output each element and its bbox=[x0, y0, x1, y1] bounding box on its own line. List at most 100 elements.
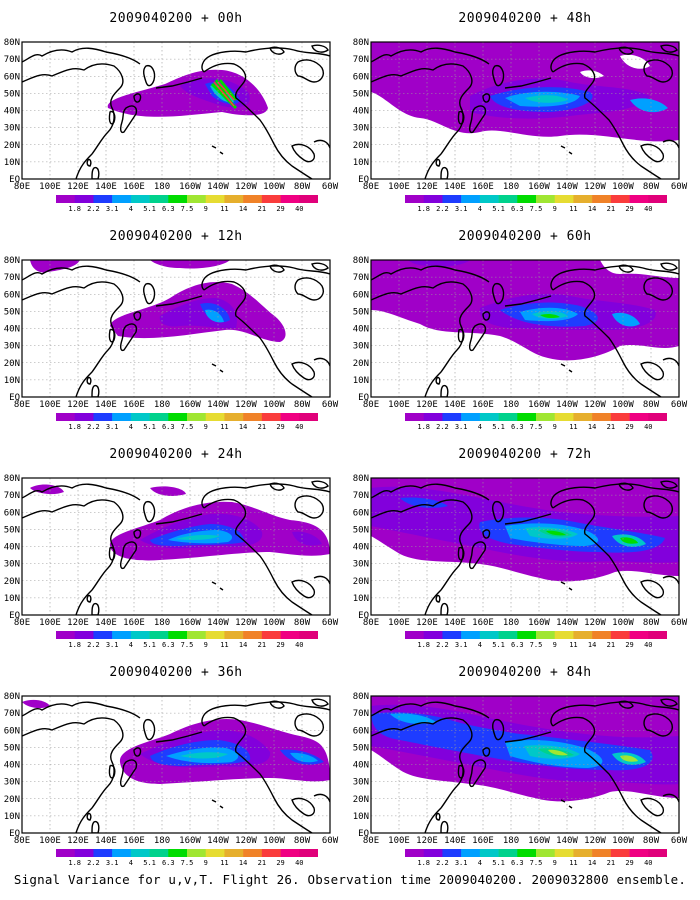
colorbar-label: 29 bbox=[625, 859, 633, 867]
coastlines bbox=[371, 698, 679, 833]
colorbar-swatch bbox=[112, 413, 132, 421]
lat-tick-label: EQ bbox=[9, 829, 20, 839]
lon-tick-label: 60W bbox=[322, 618, 339, 628]
lon-tick-label: 80W bbox=[643, 182, 660, 192]
colorbar-label: 9 bbox=[204, 859, 208, 867]
colorbar-label: 6.3 bbox=[162, 205, 175, 213]
panel-title: 2009040200 + 72h bbox=[458, 447, 591, 462]
lon-tick-label: 60W bbox=[322, 400, 339, 410]
colorbar-label: 4 bbox=[129, 859, 133, 867]
colorbar-label: 2.2 bbox=[436, 205, 449, 213]
lon-tick-label: 80E bbox=[363, 182, 379, 192]
colorbar-swatch bbox=[629, 413, 649, 421]
colorbar-swatch bbox=[517, 849, 537, 857]
colorbar-label: 5.1 bbox=[492, 641, 505, 649]
colorbar-swatch bbox=[112, 849, 132, 857]
colorbar-label: 29 bbox=[276, 205, 284, 213]
lat-tick-label: 50N bbox=[4, 89, 20, 99]
lat-tick-label: 60N bbox=[353, 290, 369, 300]
colorbar-swatch bbox=[168, 413, 188, 421]
lon-tick-label: 140E bbox=[444, 618, 466, 628]
lon-tick-label: 140W bbox=[207, 618, 229, 628]
lat-tick-label: 40N bbox=[4, 107, 20, 117]
lon-tick-label: 160W bbox=[528, 182, 550, 192]
colorbar-swatch bbox=[187, 631, 207, 639]
lat-tick-label: 10N bbox=[353, 812, 369, 822]
colorbar-label: 40 bbox=[295, 641, 303, 649]
lon-tick-label: 120E bbox=[416, 618, 438, 628]
colorbar-swatch bbox=[442, 195, 462, 203]
lon-tick-label: 120W bbox=[235, 836, 257, 846]
colorbar-swatch bbox=[187, 195, 207, 203]
colorbar-swatch bbox=[610, 195, 630, 203]
colorbar-label: 7.5 bbox=[181, 859, 194, 867]
lon-tick-label: 160E bbox=[123, 400, 145, 410]
colorbar-label: 3.1 bbox=[455, 205, 468, 213]
lat-tick-label: 70N bbox=[4, 273, 20, 283]
lon-tick-label: 120W bbox=[584, 400, 606, 410]
lon-tick-label: 160E bbox=[472, 836, 494, 846]
colorbar-label: 9 bbox=[204, 205, 208, 213]
colorbar-swatch bbox=[74, 631, 94, 639]
panel-48h: 2009040200 + 48h 80N 70N 60N 50N 40N 30N 20N 10… bbox=[353, 11, 688, 213]
lat-tick-label: 30N bbox=[4, 124, 20, 134]
lon-tick-label: 160W bbox=[179, 400, 201, 410]
colorbar-swatch bbox=[405, 849, 425, 857]
colorbar-label: 40 bbox=[295, 859, 303, 867]
panel-title: 2009040200 + 60h bbox=[458, 229, 591, 244]
lon-tick-label: 100E bbox=[388, 182, 410, 192]
panel-60h: 2009040200 + 60h 80N 70N 60N 50N 40N 30N 20N 10… bbox=[353, 229, 688, 431]
colorbar: 1.8 2.2 3.1 4 5.1 6.3 7.5 9 11 14 21 29 40 bbox=[405, 413, 667, 431]
colorbar-label: 4 bbox=[478, 641, 482, 649]
lat-tick-label: 10N bbox=[4, 376, 20, 386]
colorbar: 1.8 2.2 3.1 4 5.1 6.3 7.5 9 11 14 21 29 40 bbox=[56, 195, 318, 213]
colorbar-swatch bbox=[573, 631, 593, 639]
lat-tick-label: EQ bbox=[9, 175, 20, 185]
colorbar-label: 5.1 bbox=[492, 859, 505, 867]
colorbar-swatch bbox=[648, 631, 667, 639]
lat-tick-label: 80N bbox=[353, 474, 369, 484]
colorbar: 1.8 2.2 3.1 4 5.1 6.3 7.5 9 11 14 21 29 40 bbox=[405, 849, 667, 867]
coastlines bbox=[22, 44, 330, 179]
colorbar-label: 6.3 bbox=[162, 859, 175, 867]
colorbar-swatch bbox=[610, 413, 630, 421]
lon-tick-label: 180 bbox=[503, 836, 519, 846]
colorbar: 1.8 2.2 3.1 4 5.1 6.3 7.5 9 11 14 21 29 40 bbox=[56, 631, 318, 649]
colorbar-label: 11 bbox=[569, 859, 577, 867]
lon-tick-label: 120W bbox=[235, 618, 257, 628]
colorbar-label: 40 bbox=[644, 641, 652, 649]
lon-tick-label: 180 bbox=[154, 182, 170, 192]
coastlines bbox=[371, 262, 679, 397]
lat-tick-label: EQ bbox=[358, 829, 369, 839]
graticule bbox=[371, 696, 679, 833]
colorbar-swatch bbox=[56, 631, 76, 639]
lat-tick-label: 20N bbox=[353, 359, 369, 369]
graticule bbox=[371, 478, 679, 615]
colorbar-label: 29 bbox=[276, 859, 284, 867]
panel-72h: 2009040200 + 72h 80N 70N 60N 50N 40N 30N 20N 10… bbox=[353, 447, 688, 649]
lat-tick-label: 30N bbox=[353, 560, 369, 570]
colorbar-swatch bbox=[573, 413, 593, 421]
colorbar-label: 6.3 bbox=[511, 641, 524, 649]
lon-tick-label: 80W bbox=[294, 400, 311, 410]
lat-tick-label: 60N bbox=[4, 72, 20, 82]
colorbar-label: 3.1 bbox=[455, 423, 468, 431]
colorbar-label: 2.2 bbox=[87, 423, 100, 431]
lat-tick-label: EQ bbox=[9, 393, 20, 403]
colorbar-swatch bbox=[112, 195, 132, 203]
lon-tick-label: 80E bbox=[14, 836, 30, 846]
panel-title: 2009040200 + 48h bbox=[458, 11, 591, 26]
lat-tick-label: 80N bbox=[4, 474, 20, 484]
lat-tick-label: 30N bbox=[4, 778, 20, 788]
colorbar-label: 4 bbox=[478, 423, 482, 431]
lon-tick-label: 100W bbox=[263, 400, 285, 410]
colorbar-swatch bbox=[461, 849, 481, 857]
colorbar-swatch bbox=[461, 195, 481, 203]
lon-tick-label: 140W bbox=[207, 400, 229, 410]
graticule bbox=[22, 260, 330, 397]
lat-tick-label: 60N bbox=[353, 72, 369, 82]
colorbar-label: 1.8 bbox=[417, 859, 430, 867]
colorbar: 1.8 2.2 3.1 4 5.1 6.3 7.5 9 11 14 21 29 40 bbox=[56, 413, 318, 431]
colorbar-label: 14 bbox=[239, 423, 247, 431]
